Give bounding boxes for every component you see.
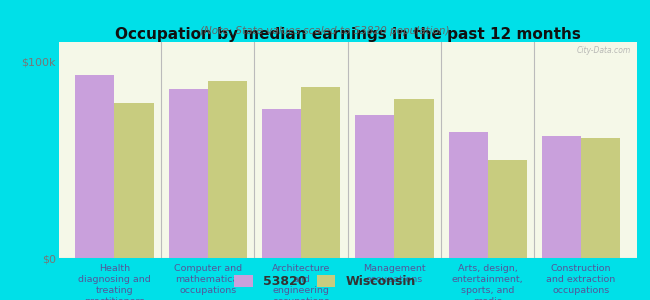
Bar: [301, 87, 341, 258]
Bar: [542, 136, 581, 258]
Bar: [168, 89, 208, 258]
Text: (Note: State values scaled to 53820 population): (Note: State values scaled to 53820 popu…: [200, 26, 450, 37]
Bar: [75, 75, 114, 258]
Bar: [114, 103, 153, 258]
Bar: [355, 115, 395, 258]
Title: Occupation by median earnings in the past 12 months: Occupation by median earnings in the pas…: [115, 27, 580, 42]
Bar: [448, 132, 488, 258]
Legend: 53820, Wisconsin: 53820, Wisconsin: [232, 273, 418, 291]
Bar: [488, 160, 527, 258]
Bar: [395, 99, 434, 258]
Bar: [581, 138, 620, 258]
Text: City-Data.com: City-Data.com: [577, 46, 631, 55]
Bar: [208, 81, 247, 258]
Bar: [262, 109, 301, 258]
